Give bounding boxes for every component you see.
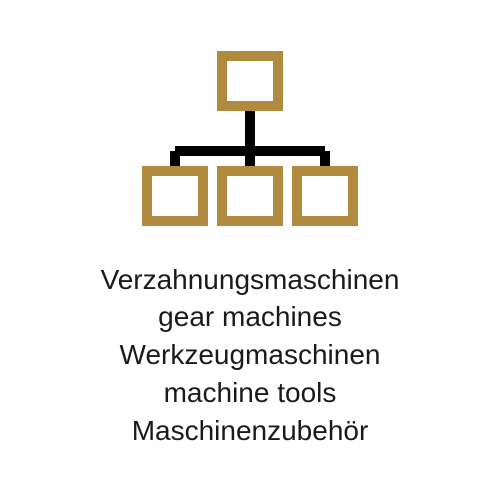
hierarchy-icon — [140, 51, 360, 231]
text-line: machine tools — [101, 374, 400, 412]
text-line: Werkzeugmaschinen — [101, 336, 400, 374]
text-line: Maschinenzubehör — [101, 412, 400, 450]
category-text-block: Verzahnungsmaschinen gear machines Werkz… — [101, 261, 400, 450]
text-line: gear machines — [101, 298, 400, 336]
text-line: Verzahnungsmaschinen — [101, 261, 400, 299]
